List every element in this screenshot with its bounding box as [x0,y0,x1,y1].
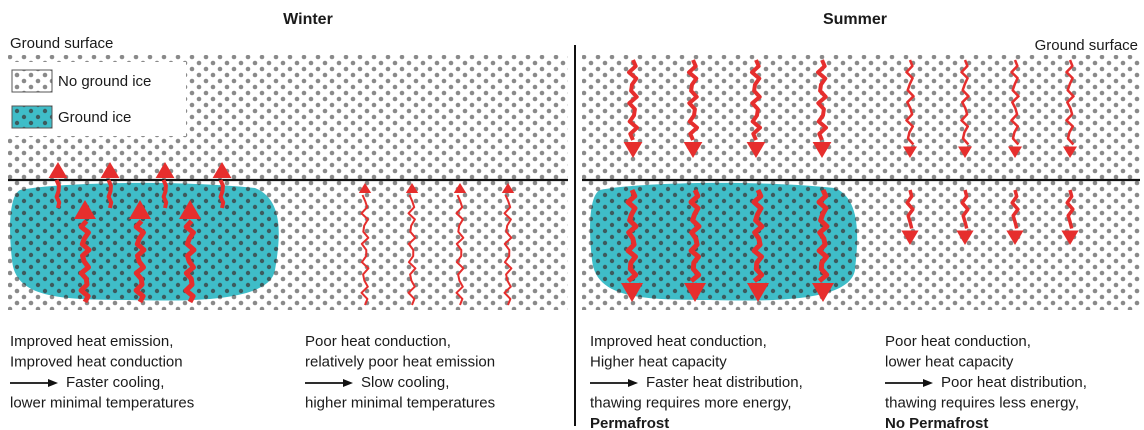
heat-arrow-head [358,183,372,193]
caption-line: higher minimal temperatures [305,394,495,411]
heat-arrow-head [501,183,515,193]
heat-arrow-head [747,283,769,302]
caption-line: Poor heat conduction, [885,333,1031,350]
heat-arrow-head [212,162,232,178]
heat-arrow-head [684,283,706,302]
heat-arrow-head [746,142,766,158]
caption-line: Poor heat distribution, [941,374,1087,391]
heat-arrow-head [623,142,643,158]
heat-arrow [687,59,699,141]
heat-arrow [688,188,702,283]
arrow-head [343,379,353,387]
heat-arrow [1065,189,1075,229]
surface-label: Ground surface [1035,37,1138,54]
arrow-head [923,379,933,387]
heat-arrow-head [155,162,175,178]
heat-arrow-head [901,230,919,245]
heat-arrow [960,189,970,229]
heat-arrow-head [48,162,68,178]
legend-label: Ground ice [58,109,131,126]
heat-arrow [816,188,830,283]
heat-arrow-head [1006,230,1024,245]
caption-line: Faster heat distribution, [646,374,803,391]
heat-arrow-head [100,162,120,178]
heat-arrow-head [179,200,201,219]
heat-arrow [54,179,62,209]
heat-arrow [218,179,226,209]
heat-arrow-head [812,283,834,302]
heat-arrow [407,194,417,306]
heat-arrow [905,59,915,146]
caption-line: Improved heat emission, [10,333,173,350]
ground-ice [590,182,858,301]
caption-line: Poor heat conduction, [305,333,451,350]
caption-line: thawing requires less energy, [885,394,1079,411]
caption-line: Improved heat conduction [10,353,183,370]
heat-arrow [106,179,114,209]
heat-arrow [750,59,762,141]
heat-arrow-head [621,283,643,302]
panel-title: Winter [283,11,333,28]
heat-arrow [1010,59,1020,146]
heat-arrow-head [903,146,917,158]
heat-arrow-head [129,200,151,219]
heat-arrow [183,219,197,304]
heat-arrow [905,189,915,229]
heat-arrow [1010,189,1020,229]
surface-label: Ground surface [10,35,113,52]
heat-arrow [503,194,513,306]
heat-arrow [627,59,639,141]
ground-ice [10,182,279,301]
heat-arrow-head [453,183,467,193]
panel-title: Summer [823,11,887,28]
caption-line: Faster cooling, [66,374,164,391]
heat-arrow-head [1061,230,1079,245]
heat-arrow [455,194,465,306]
caption-line: Slow cooling, [361,374,449,391]
caption-line: Permafrost [590,415,669,430]
caption-line: lower heat capacity [885,353,1014,370]
heat-arrow-head [74,200,96,219]
caption-line: Improved heat conduction, [590,333,767,350]
arrow-head [48,379,58,387]
legend-swatch [11,69,53,93]
heat-arrow [625,188,639,283]
heat-arrow [960,59,970,146]
heat-arrow [78,219,92,304]
caption-line: lower minimal temperatures [10,394,194,411]
heat-arrow-head [683,142,703,158]
heat-arrow [360,194,370,306]
arrow-head [628,379,638,387]
heat-arrow [161,179,169,209]
heat-arrow [751,188,765,283]
heat-arrow [816,59,828,141]
caption-line: relatively poor heat emission [305,353,495,370]
heat-arrow-head [1063,146,1077,158]
legend-swatch [11,105,53,129]
caption-line: No Permafrost [885,415,988,430]
heat-arrow-head [812,142,832,158]
heat-arrow-head [1008,146,1022,158]
heat-arrow [1065,59,1075,146]
heat-arrow-head [405,183,419,193]
heat-arrow [133,219,147,304]
heat-arrow-head [956,230,974,245]
caption-line: Higher heat capacity [590,353,727,370]
caption-line: thawing requires more energy, [590,394,792,411]
legend-label: No ground ice [58,73,151,90]
heat-arrow-head [958,146,972,158]
